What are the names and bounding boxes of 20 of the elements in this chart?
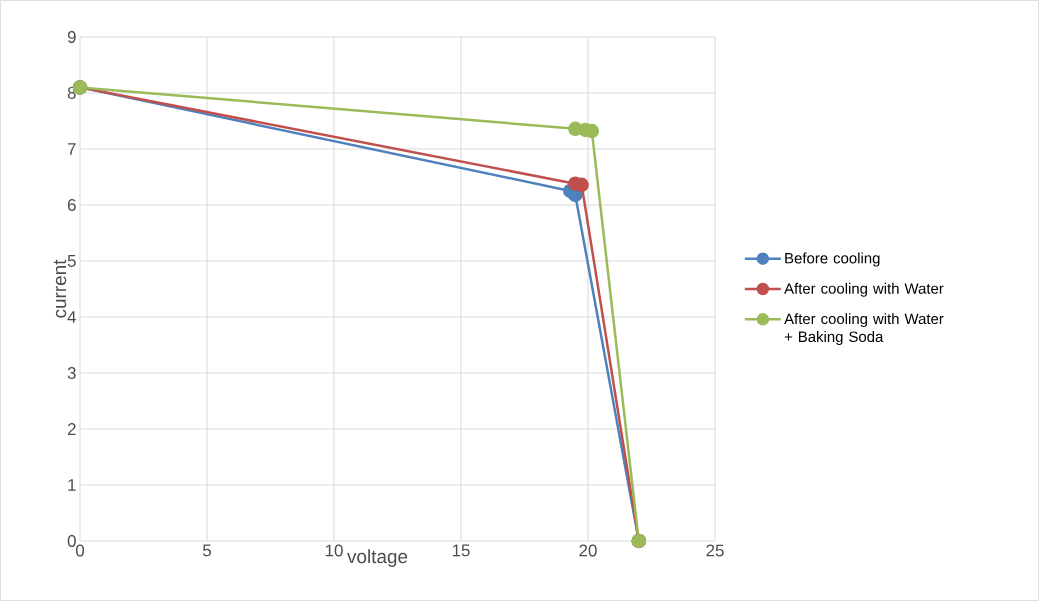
y-tick-label: 3 — [67, 366, 76, 379]
legend-label: Before cooling — [785, 252, 880, 267]
y-tick-label: 9 — [67, 31, 76, 43]
y-tick-label: 7 — [67, 143, 76, 155]
x-axis-title: voltage — [347, 549, 408, 567]
legend-label: After cooling with Water — [784, 282, 944, 297]
x-tick-label: 20 — [579, 544, 597, 557]
x-tick-label: 10 — [325, 544, 343, 557]
x-tick-label: 5 — [202, 544, 211, 557]
x-tick-label: 0 — [75, 544, 85, 557]
y-tick-label: 5 — [67, 255, 76, 267]
x-tick-label: 15 — [452, 544, 470, 557]
y-tick-label: 1 — [68, 479, 76, 491]
y-axis-title: current — [53, 259, 67, 318]
y-tick-label: 4 — [67, 311, 76, 323]
x-tick-label: 25 — [706, 544, 724, 557]
legend-label: After cooling with Water + Baking Soda — [784, 313, 944, 345]
y-tick-label: 2 — [67, 423, 76, 435]
y-tick-label: 6 — [67, 198, 76, 211]
y-tick-label: 0 — [67, 534, 76, 547]
